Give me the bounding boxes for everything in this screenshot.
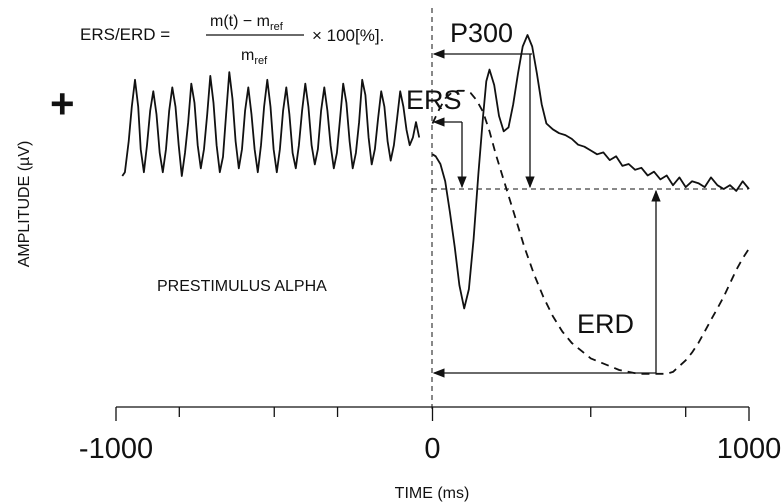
series-layer — [121, 34, 750, 375]
formula-numerator-sub: ref — [270, 21, 284, 33]
x-axis: -1000 0 1000 — [79, 406, 782, 465]
ers-erd-formula: ERS/ERD = m(t) − mref mref × 100[%]. — [80, 13, 384, 67]
x-tick-label: 0 — [424, 433, 440, 465]
plus-sign: + — [50, 80, 75, 127]
prestimulus-alpha-label: PRESTIMULUS ALPHA — [157, 278, 327, 295]
y-axis-label: AMPLITUDE (µV) — [16, 141, 33, 268]
formula-numerator-main: m(t) − m — [210, 13, 270, 30]
formula-numerator: m(t) − mref — [210, 13, 284, 33]
formula-denominator: mref — [241, 47, 268, 67]
x-tick-label: 1000 — [717, 433, 782, 465]
p300-label: P300 — [450, 18, 513, 48]
ers-label: ERS — [406, 85, 462, 115]
formula-lhs: ERS/ERD = — [80, 25, 170, 44]
x-axis-label: TIME (ms) — [395, 485, 470, 502]
formula-tail: × 100[%]. — [312, 26, 384, 45]
series-line-2 — [432, 34, 750, 310]
formula-denominator-sub: ref — [254, 55, 268, 67]
x-tick-label: -1000 — [79, 433, 153, 465]
series-line-1 — [121, 71, 421, 177]
erd-label: ERD — [577, 309, 634, 339]
formula-denominator-main: m — [241, 47, 254, 64]
annotation-arrows — [432, 49, 661, 378]
